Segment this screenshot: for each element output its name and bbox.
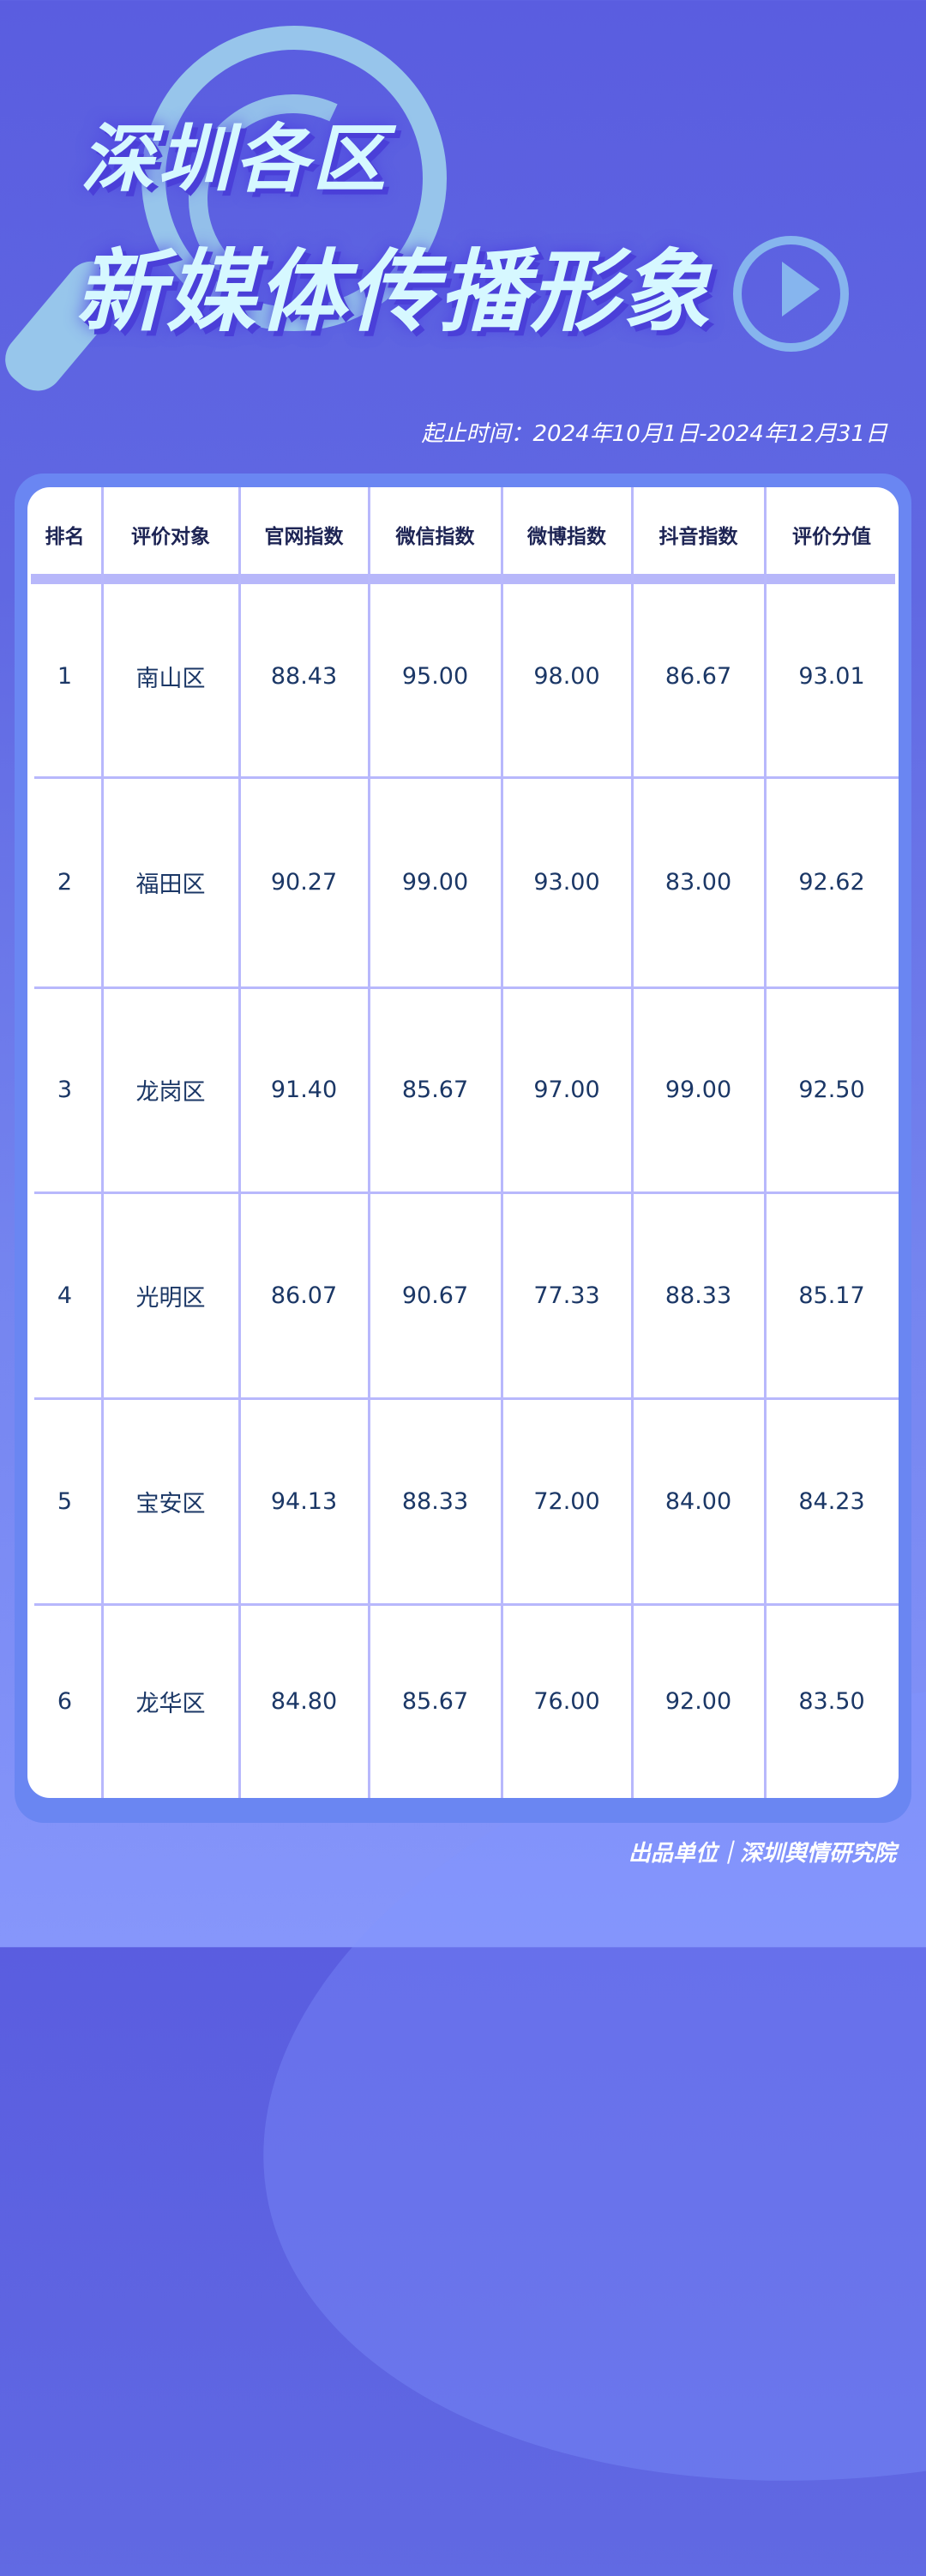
cell-weibo-index: 72.00: [533, 1487, 600, 1515]
cell-website-index: 84.80: [270, 1687, 338, 1715]
footer-credit: 出品单位｜深圳舆情研究院: [628, 1841, 896, 1867]
column-divider: [368, 487, 370, 1798]
cell-rank: 5: [57, 1487, 73, 1515]
row-divider: [34, 1191, 899, 1194]
cell-douyin-index: 86.67: [664, 663, 732, 690]
column-divider: [501, 487, 503, 1798]
cell-weibo-index: 98.00: [533, 663, 600, 690]
cell-website-index: 88.43: [270, 663, 338, 690]
date-range: 起止时间：2024年10月1日-2024年12月31日: [421, 421, 887, 447]
column-header-target: 评价对象: [131, 525, 210, 548]
column-header-score: 评价分值: [792, 525, 871, 548]
cell-wechat-index: 95.00: [401, 663, 469, 690]
cell-wechat-index: 85.67: [401, 1077, 469, 1103]
cell-website-index: 91.40: [270, 1077, 338, 1103]
title-line2: 新媒体传播形象: [75, 239, 713, 344]
cell-rank: 2: [57, 869, 73, 896]
cell-wechat-index: 90.67: [401, 1282, 469, 1309]
cell-douyin-index: 92.00: [664, 1687, 732, 1715]
cell-target: 南山区: [135, 666, 206, 692]
row-divider: [34, 776, 899, 779]
column-divider: [631, 487, 634, 1798]
cell-target: 宝安区: [135, 1490, 206, 1517]
cell-target: 福田区: [135, 872, 206, 898]
cell-rank: 4: [57, 1282, 73, 1309]
title-line1: 深圳各区: [81, 117, 389, 202]
column-header-weibo-index: 微博指数: [527, 525, 606, 548]
cell-douyin-index: 88.33: [664, 1282, 732, 1309]
column-header-website-index: 官网指数: [264, 525, 344, 548]
cell-douyin-index: 99.00: [664, 1077, 732, 1103]
header-divider: [31, 574, 895, 584]
cell-rank: 6: [57, 1687, 73, 1715]
cell-score: 92.62: [798, 869, 865, 896]
cell-weibo-index: 97.00: [533, 1077, 600, 1103]
cell-website-index: 86.07: [270, 1282, 338, 1309]
cell-wechat-index: 88.33: [401, 1487, 469, 1515]
cell-website-index: 90.27: [270, 869, 338, 896]
row-divider: [34, 1397, 899, 1400]
cell-weibo-index: 93.00: [533, 869, 600, 896]
cell-weibo-index: 76.00: [533, 1687, 600, 1715]
column-divider: [101, 487, 104, 1798]
cell-score: 84.23: [798, 1487, 865, 1515]
cell-douyin-index: 83.00: [664, 869, 732, 896]
column-header-douyin-index: 抖音指数: [658, 525, 738, 548]
cell-score: 85.17: [798, 1282, 865, 1309]
cell-weibo-index: 77.33: [533, 1282, 600, 1309]
play-icon: [733, 236, 849, 352]
cell-target: 龙华区: [135, 1690, 206, 1717]
column-divider: [238, 487, 241, 1798]
play-triangle: [782, 262, 820, 317]
cell-wechat-index: 99.00: [401, 869, 469, 896]
cell-score: 93.01: [798, 663, 865, 690]
ranking-table: 排名 评价对象 官网指数 微信指数 微博指数 抖音指数 评价分值 1 南山区 88.43 95.00…: [27, 487, 899, 1798]
cell-target: 光明区: [135, 1284, 206, 1312]
cell-score: 83.50: [798, 1687, 865, 1715]
column-header-wechat-index: 微信指数: [395, 525, 475, 548]
row-divider: [34, 1603, 899, 1606]
cell-douyin-index: 84.00: [664, 1487, 732, 1515]
column-divider: [764, 487, 767, 1798]
cell-website-index: 94.13: [270, 1487, 338, 1515]
cell-wechat-index: 85.67: [401, 1687, 469, 1715]
row-divider: [34, 986, 899, 989]
cell-rank: 1: [57, 663, 73, 690]
cell-rank: 3: [57, 1077, 73, 1103]
cell-score: 92.50: [798, 1077, 865, 1103]
column-header-rank: 排名: [45, 525, 85, 548]
cell-target: 龙岗区: [135, 1079, 206, 1106]
